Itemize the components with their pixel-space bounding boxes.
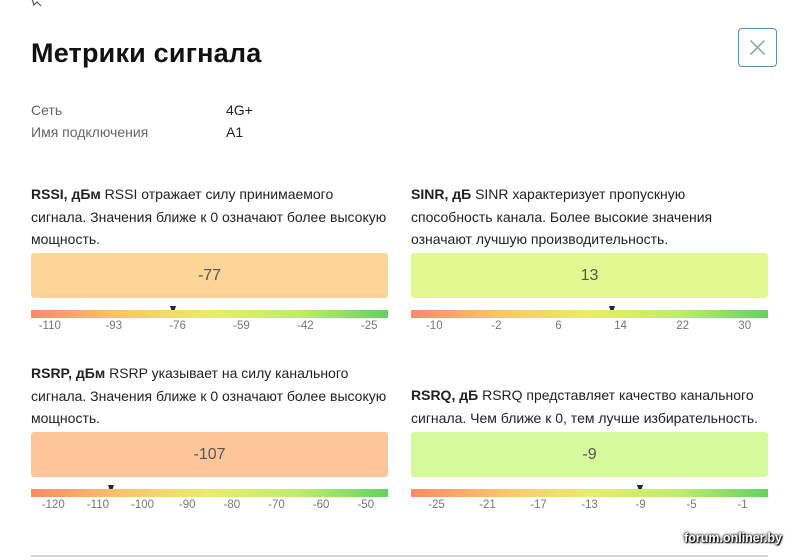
scale-tick-label: -60	[312, 499, 330, 511]
metric-value-box: 13	[411, 253, 768, 298]
scale-tick-label: -13	[581, 499, 598, 511]
scale-ticks: -25 -21 -17 -13 -9 -5 -1	[411, 499, 768, 513]
scale-tick-label: -76	[169, 320, 186, 332]
metric-description-text: RSRP указывает на силу канального сигнал…	[31, 365, 387, 426]
scale-tick-label: -17	[530, 499, 547, 511]
scale-tick-label: -10	[425, 320, 443, 332]
scale-tick-label: 6	[555, 320, 562, 332]
close-icon	[750, 40, 765, 55]
level-gradient-bar	[31, 310, 388, 318]
mouse-cursor-icon	[30, 0, 46, 14]
info-value: A1	[226, 124, 244, 140]
scale-tick-label: 22	[676, 320, 690, 332]
scale-tick-label: -80	[223, 499, 241, 511]
dialog-title: Метрики сигнала	[31, 38, 262, 68]
level-gradient-bar	[411, 310, 768, 318]
close-button[interactable]	[738, 28, 777, 67]
scale-ticks: -110 -93 -76 -59 -42 -25	[31, 320, 388, 334]
scale-tick-label: -25	[360, 320, 378, 332]
scale-tick-label: -59	[233, 320, 250, 332]
metric-description: RSSI, дБм RSSI отражает силу принимаемог…	[31, 183, 388, 251]
scale-tick-label: -5	[686, 499, 697, 511]
scale-tick-label: -25	[428, 499, 445, 511]
metric-name: RSRP, дБм	[31, 365, 106, 381]
scale-tick-label: -120	[41, 499, 65, 511]
divider	[31, 555, 768, 557]
scale-tick-label: -93	[105, 320, 122, 332]
metric-description: RSRP, дБм RSRP указывает на силу канальн…	[31, 362, 388, 430]
scale-tick-label: -2	[491, 320, 502, 332]
scale-tick-label: -90	[178, 499, 196, 511]
metric-description-text: SINR характеризует пропускную способност…	[411, 186, 713, 247]
scale-tick-label: -110	[86, 499, 110, 511]
metric-value-box: -107	[31, 432, 388, 477]
metric-description-text: RSRQ представляет качество канального си…	[411, 387, 759, 426]
level-gradient-bar	[31, 489, 388, 497]
scale-tick-label: -110	[38, 320, 61, 332]
scale-tick-label: -50	[357, 499, 374, 511]
scale-tick-label: -1	[737, 499, 748, 511]
metric-value-box: -9	[411, 432, 768, 477]
metric-name: RSSI, дБм	[31, 186, 101, 202]
info-label: Имя подключения	[31, 124, 149, 140]
scale-tick-label: -100	[131, 499, 155, 511]
metric-description: SINR, дБ SINR характеризует пропускную с…	[411, 183, 768, 251]
scale-tick-label: 30	[738, 320, 752, 332]
metric-value-box: -77	[31, 253, 388, 298]
scale-tick-label: -42	[297, 320, 314, 332]
level-gradient-bar	[411, 489, 768, 497]
scale-tick-label: -9	[635, 499, 646, 511]
scale-ticks: -10 -2 6 14 22 30	[411, 320, 768, 334]
info-value: 4G+	[226, 102, 253, 118]
scale-tick-label: -21	[479, 499, 496, 511]
metric-name: RSRQ, дБ	[411, 387, 479, 403]
scale-tick-label: -70	[268, 499, 285, 511]
info-label: Сеть	[31, 102, 63, 118]
metric-description-text: RSSI отражает силу принимаемого сигнала.…	[31, 186, 387, 247]
metric-description: RSRQ, дБ RSRQ представляет качество кана…	[411, 384, 768, 429]
scale-ticks: -120 -110 -100 -90 -80 -70 -60 -50	[31, 499, 388, 513]
metric-name: SINR, дБ	[411, 186, 472, 202]
scale-tick-label: 14	[614, 320, 627, 332]
watermark: forum.onliner.by	[684, 531, 782, 545]
